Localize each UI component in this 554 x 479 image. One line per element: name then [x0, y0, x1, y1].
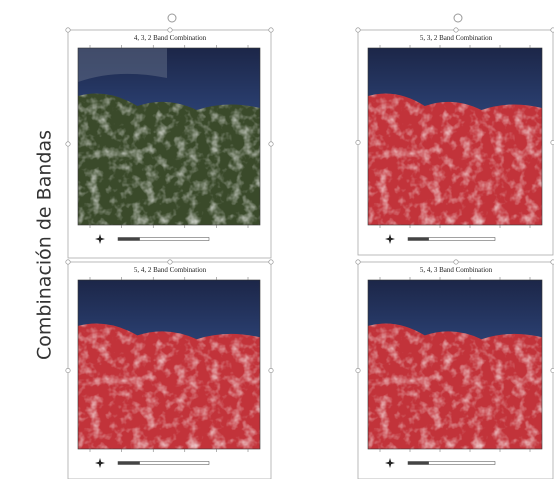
rotate-handle[interactable] [454, 14, 462, 22]
resize-handle [66, 260, 70, 264]
resize-handle [269, 28, 273, 32]
panel-title: 4, 3, 2 Band Combination [134, 34, 207, 42]
resize-handle [66, 368, 70, 372]
map-layer [368, 48, 542, 225]
resize-handle [356, 28, 360, 32]
resize-handle [454, 28, 458, 32]
resize-handle [269, 142, 273, 146]
map-panel: 5, 3, 2 Band Combination [356, 28, 554, 255]
panel-title: 5, 4, 3 Band Combination [420, 266, 493, 274]
side-label: Combinación de Bandas [34, 130, 56, 360]
resize-handle [66, 28, 70, 32]
map-panel: 5, 4, 3 Band Combination [356, 260, 554, 479]
scale-bar-fill [118, 462, 140, 465]
slide: Combinación de Bandas 4, 3, 2 Band Combi… [0, 0, 554, 479]
resize-handle [168, 28, 172, 32]
scale-bar-fill [408, 238, 429, 241]
rotate-handle[interactable] [168, 14, 176, 22]
map-image [368, 280, 542, 449]
resize-handle [269, 260, 273, 264]
map-layer [78, 48, 260, 225]
map-panel: 5, 4, 2 Band Combination [66, 260, 273, 479]
resize-handle [356, 140, 360, 144]
resize-handle [356, 260, 360, 264]
map-image [78, 48, 260, 225]
scale-bar-fill [408, 462, 429, 465]
map-layer [368, 280, 542, 449]
map-image [78, 280, 260, 449]
map-panel: 4, 3, 2 Band Combination [66, 28, 273, 258]
panel-title: 5, 3, 2 Band Combination [420, 34, 493, 42]
map-image [368, 48, 542, 225]
scale-bar-fill [118, 238, 140, 241]
resize-handle [356, 368, 360, 372]
panel-title: 5, 4, 2 Band Combination [134, 266, 207, 274]
resize-handle [66, 142, 70, 146]
resize-handle [168, 260, 172, 264]
resize-handle [269, 368, 273, 372]
resize-handle [454, 260, 458, 264]
map-layer [78, 280, 260, 449]
